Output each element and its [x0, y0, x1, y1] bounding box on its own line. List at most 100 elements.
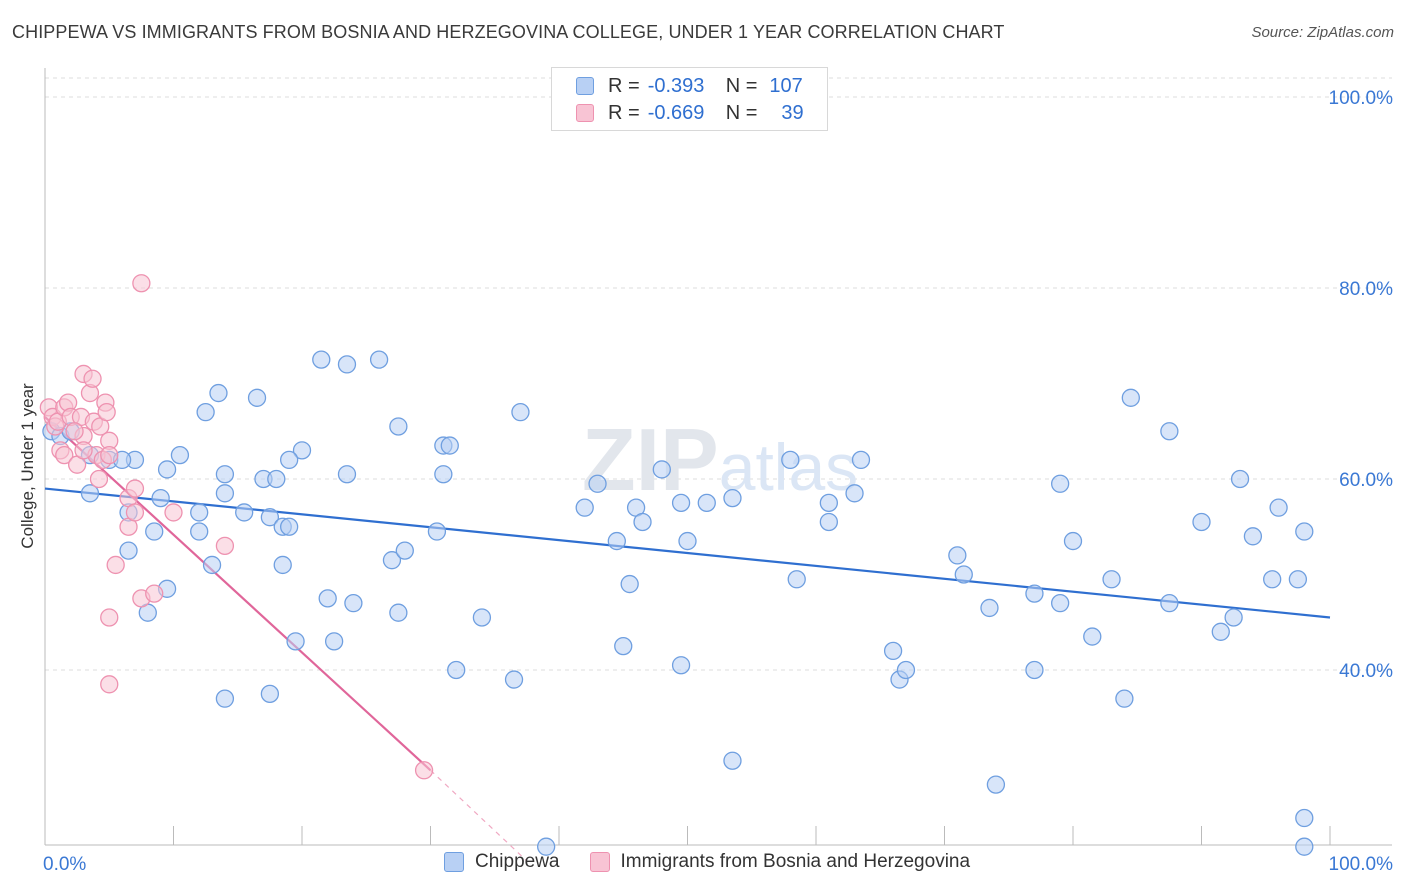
chippewa-trend-line — [44, 487, 1331, 619]
bosnia-trend-line — [44, 416, 432, 772]
chippewa-point — [260, 508, 280, 527]
chippewa-point — [190, 522, 209, 541]
chippewa-point — [1269, 498, 1288, 517]
chippewa-point — [1051, 594, 1070, 613]
chippewa-point — [671, 656, 691, 675]
chippewa-point — [80, 484, 100, 503]
chippewa-point — [1295, 522, 1314, 541]
bosnia-point — [215, 536, 235, 555]
r-value: -0.669 — [647, 101, 705, 124]
n-label: N = — [725, 74, 758, 97]
x-tick-label: 0.0% — [43, 854, 86, 875]
watermark: ZIPatlas — [582, 410, 858, 509]
bosnia-point — [97, 402, 116, 422]
chippewa-point — [851, 450, 871, 470]
chippewa-point — [337, 465, 357, 484]
chippewa-point — [537, 837, 556, 856]
chippewa-point — [440, 436, 459, 455]
chippewa-point — [337, 355, 357, 374]
chippewa-point — [588, 474, 607, 493]
chippewa-point — [1295, 808, 1314, 828]
chippewa-point — [1025, 660, 1044, 680]
chippewa-point — [1160, 422, 1179, 441]
chippewa-point — [215, 465, 235, 484]
chippewa-point — [620, 574, 639, 594]
chippewa-point — [896, 660, 916, 680]
stats-row-chippewa: R = -0.393 N = 107 — [576, 74, 803, 98]
chippewa-point — [697, 493, 716, 513]
bosnia-point — [83, 369, 102, 388]
legend-label-bosnia: Immigrants from Bosnia and Herzegovina — [620, 851, 971, 872]
chippewa-point — [427, 522, 447, 541]
y-tick-label: 40.0% — [1339, 661, 1393, 682]
bosnia-point — [55, 445, 74, 465]
bosnia-point — [100, 445, 119, 465]
chippewa-point — [633, 512, 652, 532]
chippewa-point — [279, 517, 299, 536]
chart-title: CHIPPEWA VS IMMIGRANTS FROM BOSNIA AND H… — [12, 22, 1005, 42]
chippewa-point — [954, 565, 973, 584]
chippewa-point — [215, 484, 235, 503]
chippewa-point — [434, 465, 453, 484]
chippewa-point — [1243, 527, 1263, 546]
chippewa-point — [389, 603, 408, 622]
chippewa-point — [145, 522, 164, 541]
chippewa-point — [472, 608, 492, 627]
chippewa-point — [170, 445, 190, 465]
chippewa-point — [382, 551, 402, 570]
chippewa-point — [1063, 531, 1083, 551]
bosnia-point — [106, 555, 125, 575]
chippewa-point — [209, 383, 228, 403]
chippewa-point — [1102, 570, 1121, 589]
bosnia-point — [65, 422, 84, 441]
chippewa-point — [215, 689, 235, 708]
chippewa-point — [845, 484, 864, 503]
bosnia-trend-extension — [430, 769, 528, 862]
bosnia-point — [125, 503, 145, 522]
bosnia-point — [414, 761, 434, 780]
chippewa-point — [504, 670, 524, 689]
chippewa-point — [151, 488, 170, 508]
chippewa-point — [292, 441, 312, 460]
n-value: 107 — [769, 74, 803, 97]
n-label: N = — [725, 101, 758, 124]
chippewa-point — [1160, 594, 1179, 613]
chippewa-point — [819, 512, 838, 532]
bosnia-point — [132, 274, 151, 293]
y-tick-label: 80.0% — [1339, 279, 1393, 300]
chippewa-point — [883, 641, 903, 661]
chippewa-point — [344, 594, 363, 613]
bosnia-point — [145, 584, 164, 603]
chippewa-point — [607, 531, 626, 551]
chippewa-point — [369, 350, 389, 369]
chippewa-point — [395, 541, 414, 560]
chippewa-point — [196, 402, 215, 422]
bosnia-point — [100, 675, 119, 694]
source-label: Source: ZipAtlas.com — [1251, 24, 1394, 41]
chippewa-swatch — [576, 77, 594, 95]
chippewa-point — [1083, 627, 1102, 646]
chippewa-point — [671, 493, 691, 513]
chippewa-point — [723, 488, 742, 508]
chippewa-point — [781, 450, 800, 470]
bosnia-swatch — [576, 104, 594, 122]
chippewa-point — [260, 684, 280, 704]
legend-item-bosnia: Immigrants from Bosnia and Herzegovina — [589, 851, 971, 873]
chippewa-point — [1224, 608, 1243, 627]
x-tick-label: 100.0% — [1329, 854, 1394, 875]
chippewa-point — [948, 546, 967, 565]
r-label: R = — [608, 101, 640, 124]
chippewa-point — [1211, 622, 1230, 641]
watermark-zip: ZIP — [582, 410, 719, 509]
series-legend: Chippewa Immigrants from Bosnia and Herz… — [444, 851, 1000, 873]
chippewa-point — [1051, 474, 1070, 493]
legend-swatch-bosnia — [589, 852, 610, 872]
r-value: -0.393 — [647, 74, 705, 97]
chippewa-point — [787, 570, 806, 589]
chippewa-point — [1025, 584, 1044, 603]
chippewa-point — [279, 450, 299, 470]
legend-label-chippewa: Chippewa — [475, 851, 560, 872]
chippewa-point — [980, 598, 999, 618]
chippewa-point — [247, 388, 267, 407]
